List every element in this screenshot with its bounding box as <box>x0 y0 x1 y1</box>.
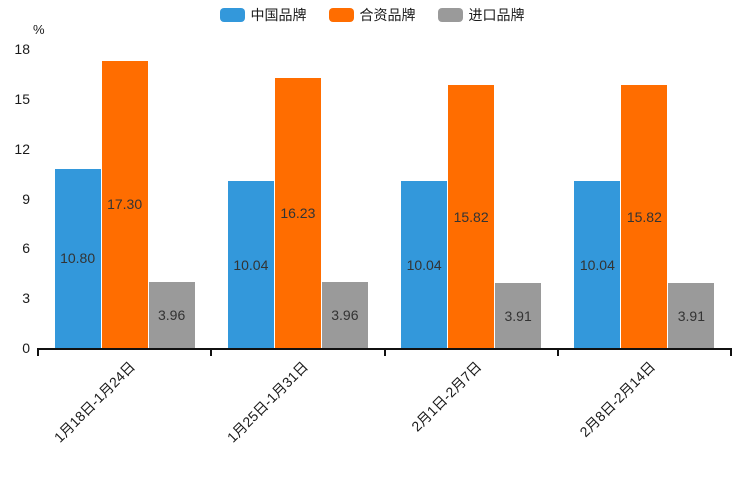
y-axis-tick-label: 3 <box>22 290 30 307</box>
y-axis-tick-label: 12 <box>14 140 30 157</box>
bar-value-label: 3.96 <box>331 307 359 324</box>
legend-swatch-icon <box>219 8 245 22</box>
legend-item-label: 进口品牌 <box>468 7 525 23</box>
bar-合资品牌-0: 17.30 <box>101 60 148 348</box>
legend-item-label: 合资品牌 <box>359 7 416 23</box>
bar-group-0: 10.80 17.30 3.96 <box>54 49 195 348</box>
bar-进口品牌-1: 3.96 <box>321 282 368 348</box>
bar-value-label: 10.04 <box>406 256 442 273</box>
bar-value-label: 17.30 <box>107 196 143 213</box>
x-axis-category-label: 2月1日-2月7日 <box>408 358 485 435</box>
bar-合资品牌-3: 15.82 <box>621 85 668 348</box>
x-axis-category-label: 1月25日-1月31日 <box>224 358 312 446</box>
bar-value-label: 15.82 <box>626 208 662 225</box>
x-axis-tick <box>37 350 39 356</box>
y-axis-tick-label: 6 <box>22 240 30 257</box>
y-axis-tick-label: 18 <box>14 41 30 57</box>
bar-group-2: 10.04 15.82 3.91 <box>401 49 542 348</box>
legend-item-0[interactable]: 中国品牌 <box>219 7 307 23</box>
legend-item-label: 中国品牌 <box>250 7 307 23</box>
x-axis-tick <box>383 350 386 356</box>
y-axis-tick-label: 15 <box>14 90 30 107</box>
bar-group-1: 10.04 16.23 3.96 <box>227 49 368 348</box>
bar-value-label: 10.04 <box>233 256 269 273</box>
bar-合资品牌-1: 16.23 <box>274 78 321 348</box>
x-axis-tick <box>210 350 213 356</box>
bar-进口品牌-2: 3.91 <box>495 283 542 348</box>
bar-group-3: 10.04 15.82 3.91 <box>574 49 715 348</box>
bar-进口品牌-3: 3.91 <box>668 283 715 348</box>
x-axis-category-label: 1月18日-1月24日 <box>50 358 139 446</box>
x-axis-tick <box>730 350 732 356</box>
bar-合资品牌-2: 15.82 <box>448 85 495 348</box>
bar-中国品牌-0: 10.80 <box>54 168 101 348</box>
y-axis-tick-label: 9 <box>22 190 30 207</box>
bar-value-label: 3.91 <box>677 307 705 324</box>
legend-item-2[interactable]: 进口品牌 <box>437 7 525 23</box>
legend-swatch-icon <box>437 8 463 22</box>
bar-value-label: 10.80 <box>60 250 96 267</box>
x-axis-category-label: 2月8日-2月14日 <box>576 358 658 441</box>
y-axis-tick-label: 0 <box>22 340 30 356</box>
chart-legend: 中国品牌 合资品牌 进口品牌 <box>0 8 744 22</box>
bar-value-label: 16.23 <box>280 205 316 222</box>
bar-value-label: 15.82 <box>453 208 489 225</box>
x-axis-tick <box>556 350 559 356</box>
bar-中国品牌-2: 10.04 <box>401 181 448 348</box>
bar-中国品牌-1: 10.04 <box>227 181 274 348</box>
bar-value-label: 3.91 <box>504 307 532 324</box>
bar-进口品牌-0: 3.96 <box>148 282 195 348</box>
legend-item-1[interactable]: 合资品牌 <box>328 7 416 23</box>
y-axis-unit-label: % <box>33 22 45 37</box>
bar-value-label: 10.04 <box>579 256 615 273</box>
bar-中国品牌-3: 10.04 <box>574 181 621 348</box>
x-axis-line <box>37 348 732 350</box>
bar-value-label: 3.96 <box>158 307 186 324</box>
legend-swatch-icon <box>328 8 354 22</box>
